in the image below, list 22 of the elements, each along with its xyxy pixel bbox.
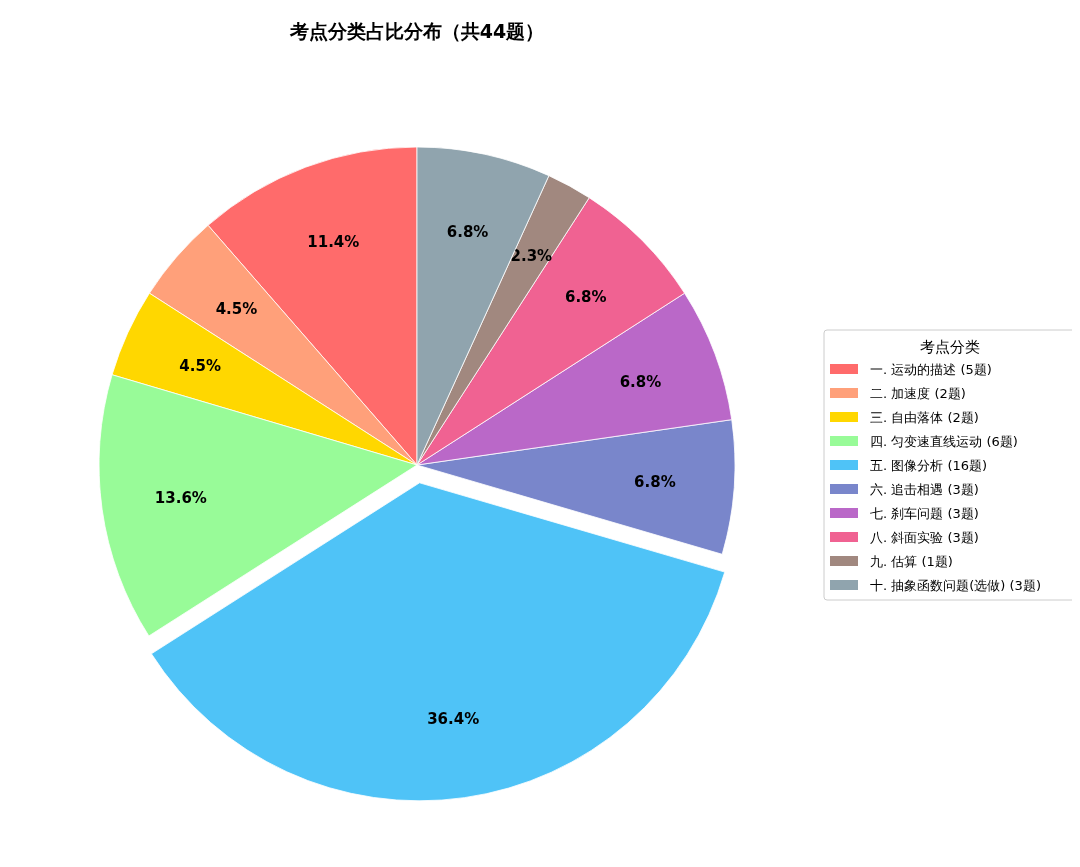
- legend-label: 三. 自由落体 (2题): [870, 409, 979, 425]
- legend-label: 十. 抽象函数问题(选做) (3题): [870, 577, 1041, 593]
- data-label: 2.3%: [510, 246, 553, 265]
- legend-label: 九. 估算 (1题): [870, 553, 953, 569]
- data-label: 4.5%: [215, 300, 258, 319]
- legend-label: 二. 加速度 (2题): [870, 385, 966, 401]
- data-label: 11.4%: [307, 232, 360, 251]
- data-label: 6.8%: [446, 222, 489, 241]
- chart-title: 考点分类占比分布（共44题）: [288, 20, 545, 42]
- data-label: 4.5%: [179, 356, 221, 375]
- legend-title: 考点分类: [920, 338, 980, 356]
- legend-label: 四. 匀变速直线运动 (6题): [870, 433, 1018, 449]
- data-label: 36.4%: [427, 709, 480, 728]
- data-label: 6.8%: [634, 472, 676, 491]
- legend-label: 一. 运动的描述 (5题): [870, 361, 992, 377]
- data-label: 6.8%: [564, 287, 607, 306]
- legend-label: 五. 图像分析 (16题): [870, 457, 988, 473]
- legend-label: 七. 刹车问题 (3题): [870, 505, 979, 521]
- legend-label: 六. 追击相遇 (3题): [870, 481, 979, 497]
- data-label: 13.6%: [154, 489, 207, 508]
- legend-label: 八. 斜面实验 (3题): [870, 529, 979, 545]
- data-label: 6.8%: [619, 372, 662, 391]
